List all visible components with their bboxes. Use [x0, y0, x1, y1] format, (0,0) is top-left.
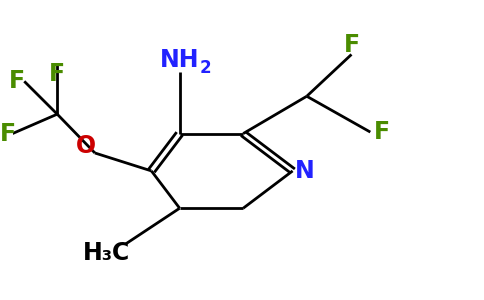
Text: H₃C: H₃C: [83, 241, 130, 265]
Text: F: F: [374, 120, 390, 144]
Text: F: F: [49, 62, 65, 86]
Text: N: N: [295, 159, 314, 183]
Text: F: F: [344, 34, 360, 58]
Text: F: F: [9, 69, 25, 93]
Text: O: O: [76, 134, 95, 158]
Text: F: F: [0, 122, 16, 146]
Text: NH: NH: [160, 48, 199, 72]
Text: 2: 2: [200, 59, 212, 77]
